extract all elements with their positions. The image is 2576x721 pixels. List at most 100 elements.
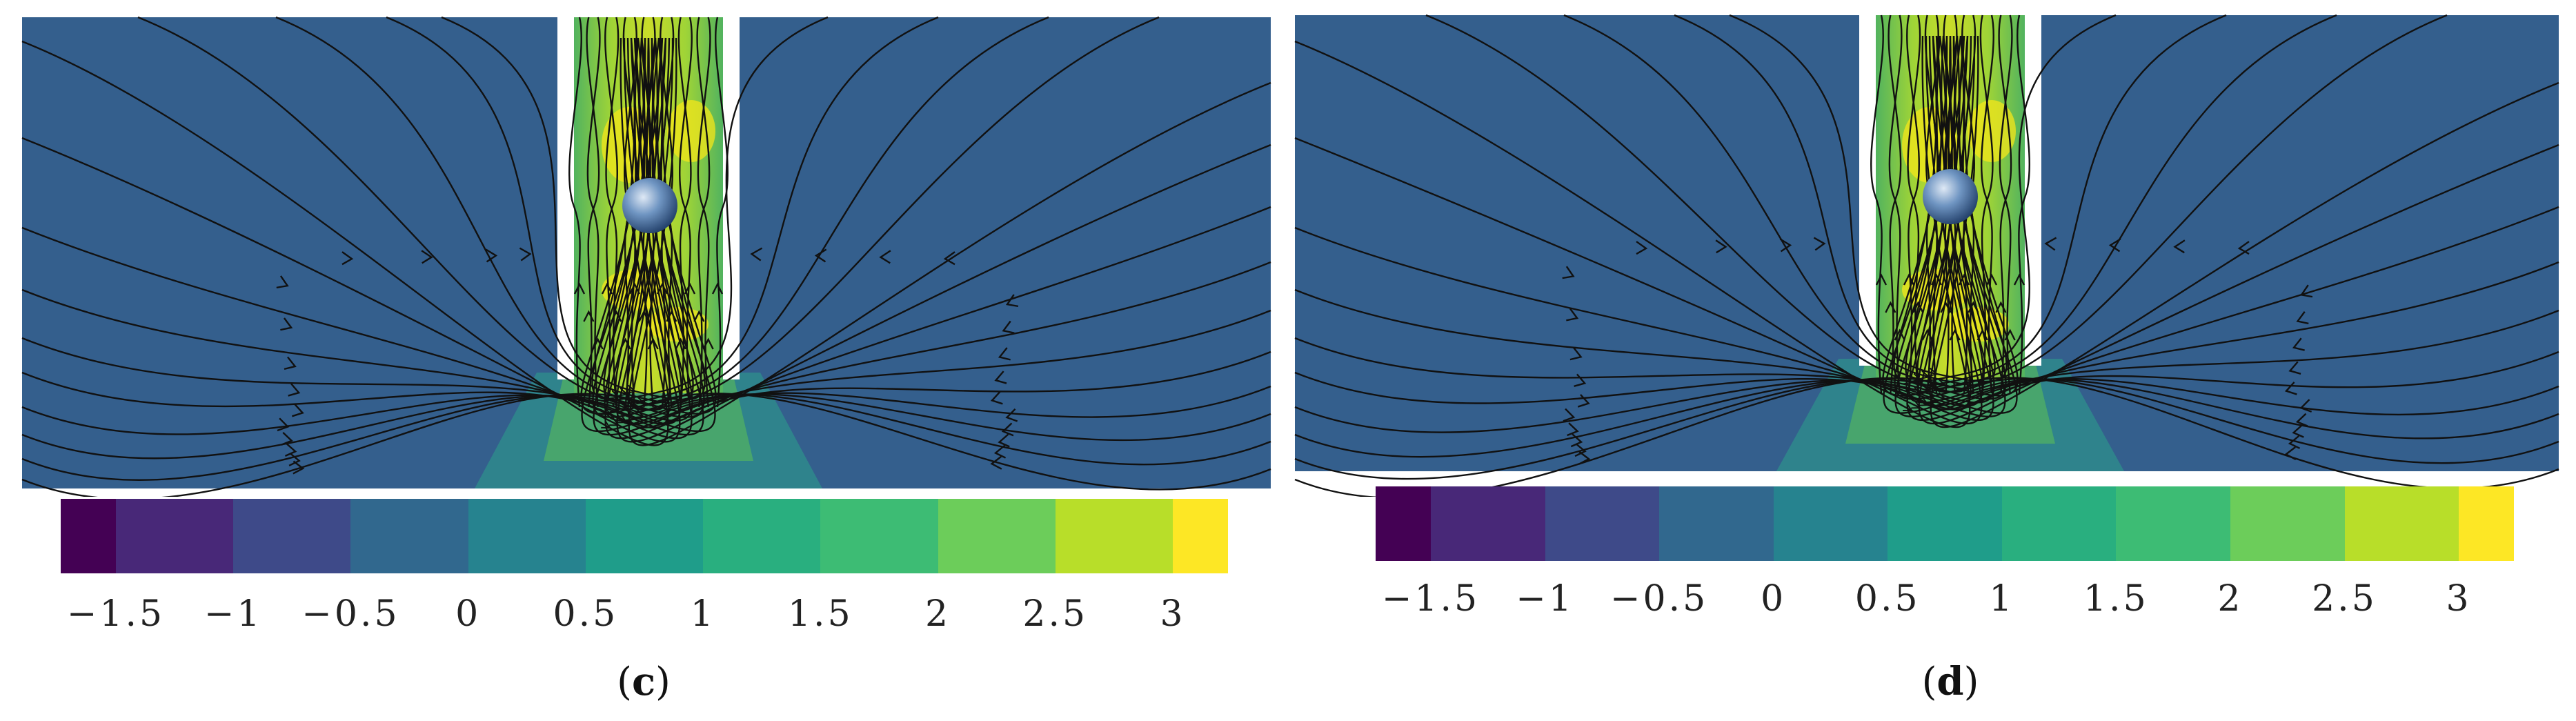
- streamline-arrow: [2013, 273, 2025, 286]
- streamline-arrow: [1578, 451, 1591, 465]
- streamline: [604, 37, 1271, 442]
- streamline-arrow: [1968, 301, 1979, 313]
- streamline-arrow: [1976, 328, 1988, 341]
- streamline-arrow: [2173, 239, 2186, 254]
- colorbar-segment: [61, 499, 116, 573]
- streamline-arrow: [611, 310, 622, 322]
- streamline-arrow: [879, 250, 891, 264]
- streamline-arrow: [2296, 311, 2309, 325]
- streamline-arrow: [1002, 320, 1015, 334]
- channel-wall-left: [557, 0, 574, 379]
- colorbar-segment: [938, 499, 1056, 573]
- flow-field-c: [21, 0, 1271, 497]
- streamline: [604, 37, 1271, 439]
- streamline-arrow: [280, 317, 293, 331]
- streamline-arrow: [1563, 408, 1576, 422]
- streamline-arrow: [293, 460, 305, 475]
- streamline-arrow: [1562, 266, 1575, 279]
- colorbar-tick-label: 1: [1989, 578, 2015, 620]
- streamline: [581, 37, 1271, 433]
- streamline: [1930, 35, 2559, 428]
- streamline: [21, 37, 681, 443]
- streamline: [1906, 35, 2559, 422]
- streamline: [593, 37, 1271, 436]
- channel-streamline: [679, 17, 693, 408]
- streamline: [21, 37, 705, 481]
- colorbar-tick-label: 3: [2446, 578, 2472, 620]
- streamline-arrow: [288, 452, 301, 466]
- colorbar-tick-label: −1.5: [66, 593, 166, 635]
- colorbar-tick-label: 0: [455, 593, 482, 635]
- colorbar-segment: [350, 499, 468, 573]
- channel-wall-left: [1859, 0, 1876, 366]
- streamline-arrow: [1569, 347, 1583, 361]
- streamline-arrow: [1005, 408, 1018, 422]
- colorbar-segment: [2344, 486, 2459, 561]
- colorbar-segment: [585, 499, 704, 573]
- colorbar-tick-label: 0: [1761, 578, 1787, 620]
- streamline-arrow: [702, 337, 714, 350]
- streamline-arrow: [583, 310, 595, 322]
- streamline-arrow: [1912, 301, 1924, 313]
- streamline-arrow: [601, 282, 613, 295]
- colorbar-segment: [233, 499, 351, 573]
- streamline-arrow: [1885, 301, 1896, 313]
- streamline-arrow: [2292, 337, 2305, 351]
- colorbar-ticks-c: −1.5 −1 −0.5 0 0.5 1 1.5 2 2.5 3: [61, 593, 1228, 642]
- streamline: [441, 16, 706, 401]
- streamline-arrow: [750, 247, 763, 261]
- streamline-arrow: [1940, 301, 1952, 313]
- colorbar-c: [61, 499, 1228, 573]
- colorbar-tick-label: 2.5: [2312, 578, 2377, 620]
- streamline-arrow: [1001, 422, 1014, 437]
- streamline-arrow: [2004, 328, 2016, 341]
- colorbar-segment: [1172, 499, 1228, 573]
- streamlines: [21, 16, 1271, 497]
- streamline: [1729, 14, 2008, 383]
- streamline: [21, 37, 704, 436]
- colorbar-tick-label: −0.5: [301, 593, 400, 635]
- sphere: [1923, 169, 1978, 224]
- streamline-arrow: [628, 282, 641, 295]
- streamline-arrow: [684, 282, 696, 295]
- streamline-arrow: [2044, 237, 2057, 251]
- streamline-arrow: [592, 337, 604, 350]
- colorbar-segment: [1659, 486, 1774, 561]
- channel-streamline: [1906, 14, 1920, 394]
- streamline-arrow: [1958, 273, 1970, 286]
- colorbar-segment: [2001, 486, 2117, 561]
- streamline-arrow: [2284, 446, 2297, 461]
- colorbar-segment: [116, 499, 234, 573]
- streamline-arrow: [2288, 435, 2301, 449]
- streamline: [591, 16, 829, 401]
- colorbar-tick-label: −0.5: [1609, 578, 1709, 620]
- streamline-arrow: [1894, 328, 1905, 341]
- channel-streamline: [715, 17, 729, 408]
- channel-streamline: [586, 17, 601, 408]
- colorbar-tick-label: 2: [2217, 578, 2243, 620]
- streamline-arrow: [519, 247, 532, 261]
- streamline: [1905, 35, 2559, 439]
- streamline: [1929, 35, 2559, 411]
- streamline-arrow: [1985, 273, 1998, 286]
- streamline-arrow: [638, 310, 650, 322]
- streamline-arrow: [943, 251, 955, 266]
- streamline-arrow: [656, 282, 668, 295]
- colorbar-ticks-d: −1.5 −1 −0.5 0 0.5 1 1.5 2 2.5 3: [1376, 578, 2514, 626]
- channel-streamline: [586, 17, 600, 408]
- colorbar-segment: [703, 499, 821, 573]
- sphere: [622, 178, 677, 233]
- colorbar-tick-label: 3: [1160, 593, 1186, 635]
- channel-streamline: [1870, 14, 1884, 394]
- streamline-arrow: [1875, 273, 1888, 286]
- streamline: [1928, 14, 2448, 393]
- streamline-arrow: [1949, 328, 1961, 341]
- colorbar-tick-label: 2: [925, 593, 951, 635]
- colorbar-segment: [1545, 486, 1660, 561]
- streamline-arrow: [2295, 413, 2308, 427]
- colorbar-segment: [1055, 499, 1173, 573]
- colorbar-segment: [2116, 486, 2230, 561]
- streamline-arrow: [2292, 424, 2304, 438]
- streamline-arrow: [1636, 241, 1648, 255]
- streamline-arrow: [1995, 301, 2007, 313]
